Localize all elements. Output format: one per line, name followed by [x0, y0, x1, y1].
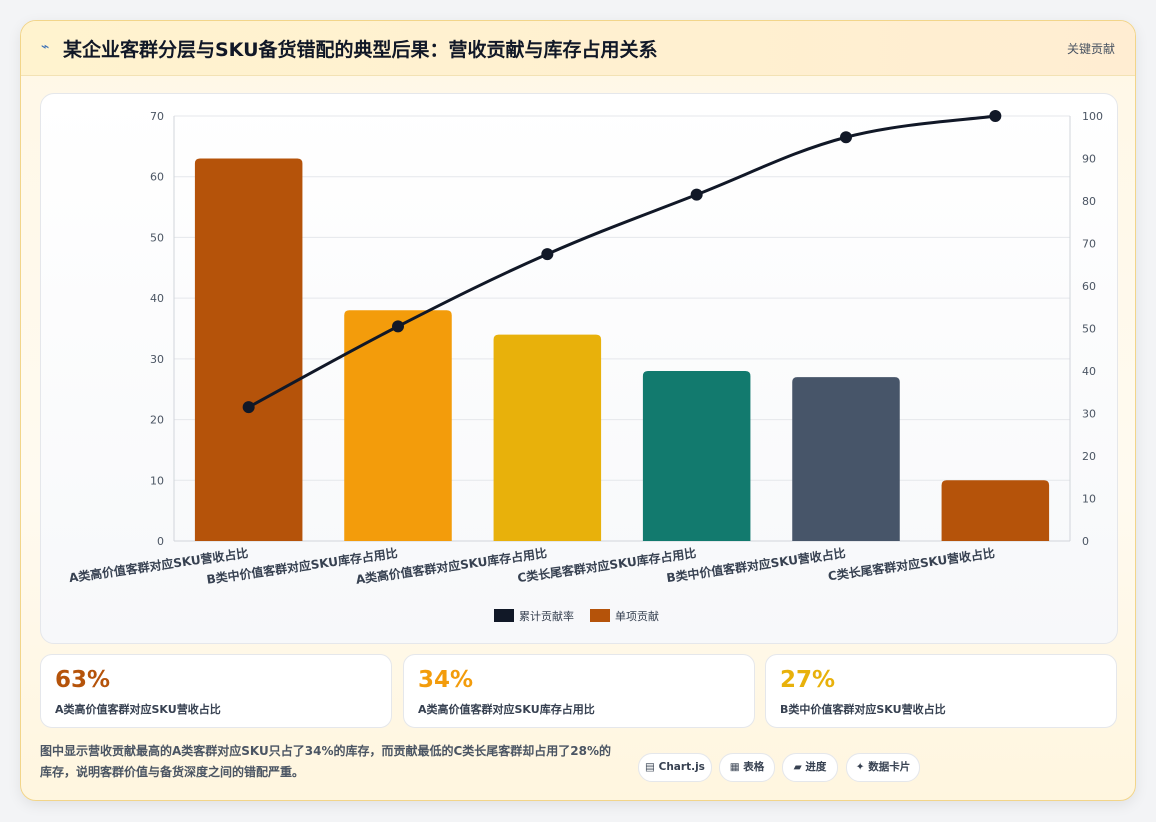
stat-value: 63% [55, 667, 111, 693]
y2-tick-label: 80 [1082, 195, 1096, 208]
line-point [989, 110, 1002, 122]
y-tick-label: 60 [150, 171, 164, 184]
line-point [840, 131, 852, 144]
y-tick-label: 70 [150, 110, 164, 123]
y-tick-label: 10 [150, 474, 164, 487]
bar [941, 480, 1050, 541]
stat-label: A类高价值客群对应SKU营收占比 [55, 703, 221, 716]
y-tick-label: 40 [150, 292, 164, 305]
chart-area: 0 10 20 30 40 50 60 70 0 10 20 30 40 50 60 70 80 90 100 A类高… [40, 93, 1118, 644]
chip-chartjs[interactable]: ▤ Chart.js [638, 753, 712, 782]
y2-tick-label: 60 [1082, 280, 1096, 293]
y2-tick-label: 90 [1082, 153, 1096, 166]
chart-title: 某企业客群分层与SKU备货错配的典型后果：营收贡献与库存占用关系 [63, 39, 658, 61]
bar [194, 158, 303, 541]
chip-table[interactable]: ▦ 表格 [719, 753, 775, 782]
y-tick-label: 20 [150, 414, 164, 427]
line-point [541, 248, 554, 261]
y2-tick-label: 70 [1082, 238, 1096, 251]
header-tag: 关键贡献 [1066, 42, 1115, 56]
bar [493, 334, 602, 541]
bar [344, 310, 452, 541]
y2-tick-label: 50 [1082, 323, 1096, 336]
legend-label-cumulative: 累计贡献率 [519, 609, 574, 623]
line-point [242, 401, 255, 414]
pareto-chart: 0102030405060700102030405060708090100A类高… [68, 110, 1103, 623]
legend-label-bar: 单项贡献 [615, 609, 659, 623]
y2-tick-label: 10 [1082, 493, 1096, 506]
y-tick-label: 0 [157, 535, 164, 548]
bar [642, 371, 751, 541]
y2-tick-label: 20 [1082, 450, 1096, 463]
y-tick-label: 30 [150, 353, 164, 366]
chip-progress[interactable]: ▰ 进度 [782, 753, 838, 782]
stat-value: 27% [780, 667, 836, 693]
chip-data-card[interactable]: ✦ 数据卡片 [846, 753, 920, 782]
line-point [690, 188, 703, 201]
y2-tick-label: 0 [1082, 535, 1089, 548]
bar [792, 377, 900, 541]
chart-card: ⌁ 某企业客群分层与SKU备货错配的典型后果：营收贡献与库存占用关系 关键贡献 … [20, 20, 1136, 801]
stat-label: B类中价值客群对应SKU营收占比 [780, 703, 946, 716]
y2-tick-label: 40 [1082, 365, 1096, 378]
y2-tick-label: 100 [1082, 110, 1103, 123]
y-tick-label: 50 [150, 231, 164, 244]
cumulative-line [247, 114, 996, 409]
stat-card-3: 27% B类中价值客群对应SKU营收占比 [765, 654, 1117, 728]
legend-swatch-cumulative [494, 609, 514, 622]
legend-swatch-bar [590, 609, 610, 622]
stat-label: A类高价值客群对应SKU库存占用比 [418, 703, 595, 716]
x-tick-label: C类长尾客群对应SKU营收占比 [827, 545, 996, 583]
stat-value: 34% [418, 667, 474, 693]
stat-card-1: 63% A类高价值客群对应SKU营收占比 [40, 654, 392, 728]
card-header: ⌁ 某企业客群分层与SKU备货错配的典型后果：营收贡献与库存占用关系 关键贡献 [21, 21, 1135, 76]
lightning-icon: ⌁ [41, 39, 50, 55]
line-point [392, 320, 404, 333]
chart-note: 图中显示营收贡献最高的A类客群对应SKU只占了34%的库存，而贡献最低的C类长尾… [40, 744, 612, 779]
stat-card-2: 34% A类高价值客群对应SKU库存占用比 [403, 654, 755, 728]
y2-tick-label: 30 [1082, 408, 1096, 421]
